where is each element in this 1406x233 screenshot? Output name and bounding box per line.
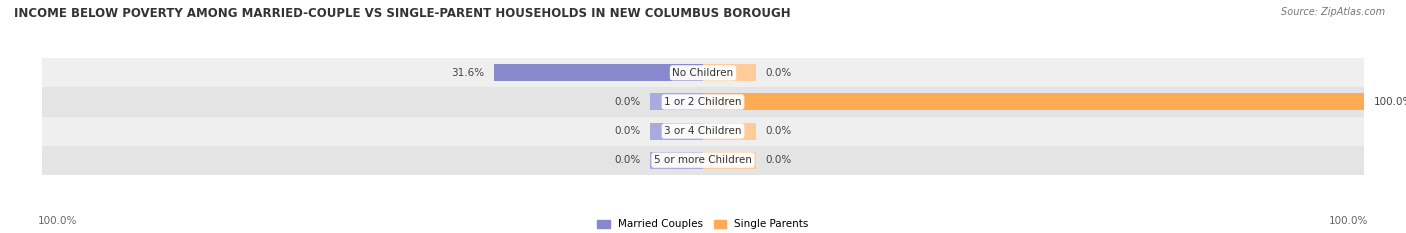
Bar: [650, 123, 703, 140]
Text: 3 or 4 Children: 3 or 4 Children: [664, 126, 742, 136]
Text: 0.0%: 0.0%: [766, 155, 792, 165]
Text: 1 or 2 Children: 1 or 2 Children: [664, 97, 742, 107]
Text: 0.0%: 0.0%: [614, 155, 640, 165]
Text: 0.0%: 0.0%: [766, 68, 792, 78]
Text: No Children: No Children: [672, 68, 734, 78]
Text: 100.0%: 100.0%: [1374, 97, 1406, 107]
Text: 31.6%: 31.6%: [451, 68, 484, 78]
Bar: [42, 116, 1364, 146]
Text: 5 or more Children: 5 or more Children: [654, 155, 752, 165]
Text: 0.0%: 0.0%: [766, 126, 792, 136]
Bar: [703, 93, 1364, 110]
Text: 0.0%: 0.0%: [614, 126, 640, 136]
Bar: [42, 146, 1364, 175]
Text: 100.0%: 100.0%: [1329, 216, 1368, 226]
Bar: [703, 64, 756, 81]
Bar: [650, 93, 703, 110]
Text: 100.0%: 100.0%: [38, 216, 77, 226]
Text: 0.0%: 0.0%: [614, 97, 640, 107]
Text: INCOME BELOW POVERTY AMONG MARRIED-COUPLE VS SINGLE-PARENT HOUSEHOLDS IN NEW COL: INCOME BELOW POVERTY AMONG MARRIED-COUPL…: [14, 7, 790, 20]
Bar: [650, 152, 703, 169]
Bar: [494, 64, 703, 81]
Bar: [703, 152, 756, 169]
Text: Source: ZipAtlas.com: Source: ZipAtlas.com: [1281, 7, 1385, 17]
Bar: [42, 58, 1364, 87]
Bar: [42, 87, 1364, 116]
Legend: Married Couples, Single Parents: Married Couples, Single Parents: [593, 215, 813, 233]
Bar: [703, 123, 756, 140]
